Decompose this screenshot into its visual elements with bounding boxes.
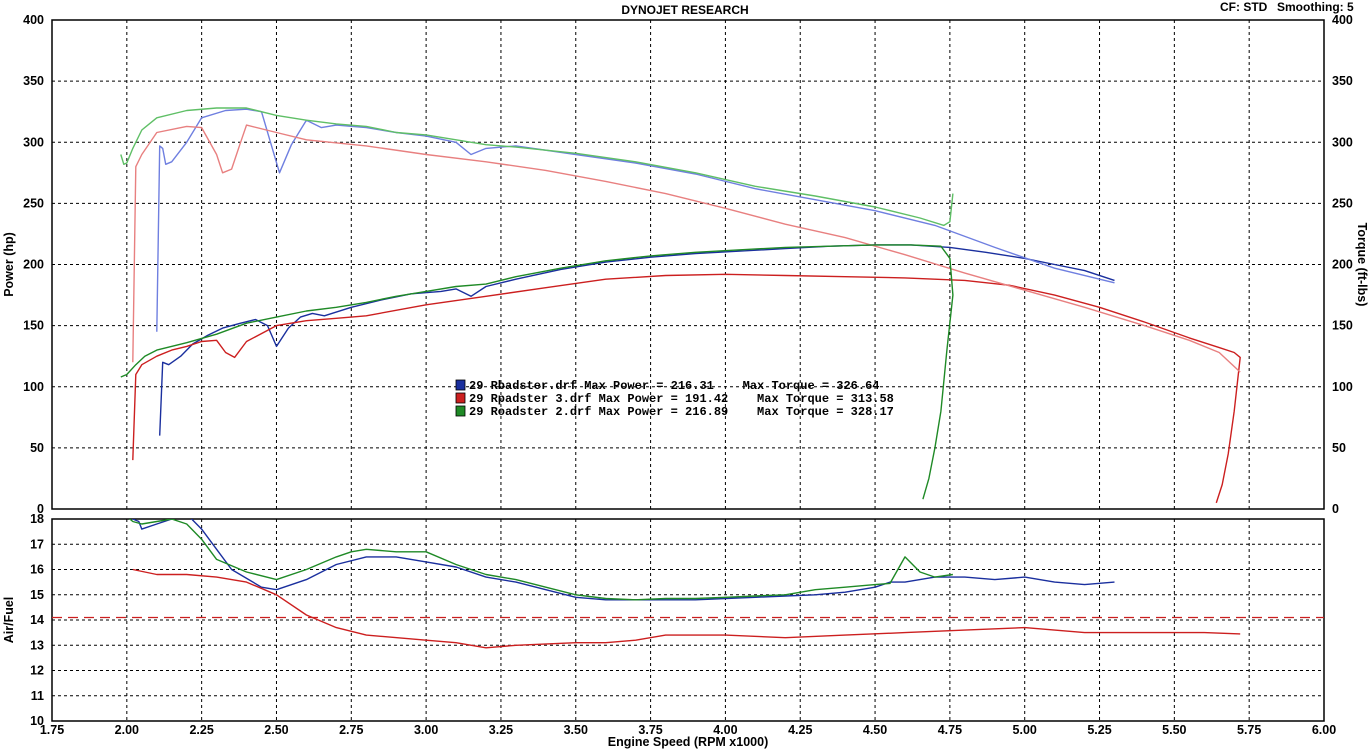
y2-tick-label: 300 — [1332, 135, 1353, 149]
legend-entry: 29 Rbadster.drf Max Power = 216.31 Max T… — [469, 379, 879, 393]
x-tick-label: 5.25 — [1087, 723, 1111, 737]
y2-tick-label: 100 — [1332, 380, 1353, 394]
af-tick-label: 14 — [30, 613, 44, 627]
x-tick-label: 2.50 — [264, 723, 288, 737]
y-tick-label: 350 — [23, 74, 44, 88]
af-series-line — [131, 519, 1115, 601]
chart-title: DYNOJET RESEARCH — [621, 3, 748, 17]
y2-tick-label: 250 — [1332, 196, 1353, 210]
af-tick-label: 13 — [30, 638, 44, 652]
legend-swatch — [455, 392, 466, 404]
y2-axis-label: Torque (ft-lbs) — [1355, 223, 1369, 307]
af-tick-label: 12 — [30, 664, 44, 678]
y-tick-label: 150 — [23, 319, 44, 333]
af-series-line — [128, 519, 954, 601]
y2-tick-label: 0 — [1332, 502, 1339, 516]
x-tick-label: 4.50 — [863, 723, 887, 737]
af-tick-label: 11 — [31, 689, 44, 703]
series-line-torque — [156, 108, 1115, 332]
x-axis-label: Engine Speed (RPM x1000) — [608, 735, 768, 749]
y-tick-label: 50 — [30, 441, 44, 455]
x-tick-label: 4.25 — [788, 723, 812, 737]
y-tick-label: 0 — [37, 502, 44, 516]
x-tick-label: 3.00 — [414, 723, 438, 737]
af-tick-label: 10 — [30, 714, 44, 728]
x-tick-label: 5.75 — [1237, 723, 1261, 737]
y-tick-label: 100 — [23, 380, 44, 394]
x-tick-label: 4.75 — [938, 723, 962, 737]
legend-swatch — [455, 379, 466, 391]
x-tick-label: 2.00 — [115, 723, 139, 737]
y-tick-label: 200 — [23, 258, 44, 272]
y2-tick-label: 150 — [1332, 319, 1353, 333]
series-line-torque — [120, 107, 954, 227]
series-line-power — [120, 244, 954, 500]
air-fuel-panel: 10 11 12 13 14 15 16 17 18 1.75 2.00 2.25 2.50 2.75 3.… — [2, 512, 1336, 749]
y-tick-label: 300 — [23, 135, 44, 149]
x-tick-label: 4.00 — [713, 723, 737, 737]
af-series-line — [132, 568, 1241, 649]
legend: 29 Rbadster.drf Max Power = 216.31 Max T… — [455, 379, 894, 419]
legend-entry: 29 Roadster 2.drf Max Power = 216.89 Max… — [469, 405, 894, 419]
x-tick-label: 2.25 — [189, 723, 213, 737]
af-tick-label: 15 — [30, 588, 44, 602]
power-torque-panel: 0 0 50 50 100 100 150 150 200 200 250 250 300 300 350 3… — [2, 13, 1369, 516]
y2-tick-label: 200 — [1332, 258, 1353, 272]
x-tick-label: 5.00 — [1013, 723, 1037, 737]
legend-swatch — [455, 405, 466, 417]
y-tick-label: 250 — [23, 196, 44, 210]
af-tick-label: 16 — [30, 563, 44, 577]
af-axis-label: Air/Fuel — [2, 597, 16, 644]
x-tick-label: 3.50 — [564, 723, 588, 737]
af-tick-label: 18 — [30, 512, 44, 526]
af-tick-label: 17 — [30, 537, 44, 551]
smoothing-label: Smoothing: 5 — [1277, 0, 1354, 14]
y2-tick-label: 350 — [1332, 74, 1353, 88]
cf-label: CF: STD — [1220, 0, 1268, 14]
y-tick-label: 400 — [23, 13, 44, 27]
series-line-power — [132, 273, 1241, 504]
legend-entry: 29 Rpadster 3.drf Max Power = 191.42 Max… — [469, 392, 894, 406]
x-tick-label: 6.00 — [1312, 723, 1336, 737]
y-axis-label: Power (hp) — [2, 232, 16, 297]
x-tick-label: 2.75 — [339, 723, 363, 737]
x-tick-label: 3.25 — [489, 723, 513, 737]
x-tick-label: 5.50 — [1162, 723, 1186, 737]
x-tick-label: 3.75 — [638, 723, 662, 737]
series-line-torque — [132, 124, 1241, 373]
x-tick-label: 1.75 — [40, 723, 64, 737]
y2-tick-label: 50 — [1332, 441, 1346, 455]
y2-tick-label: 400 — [1332, 13, 1353, 27]
